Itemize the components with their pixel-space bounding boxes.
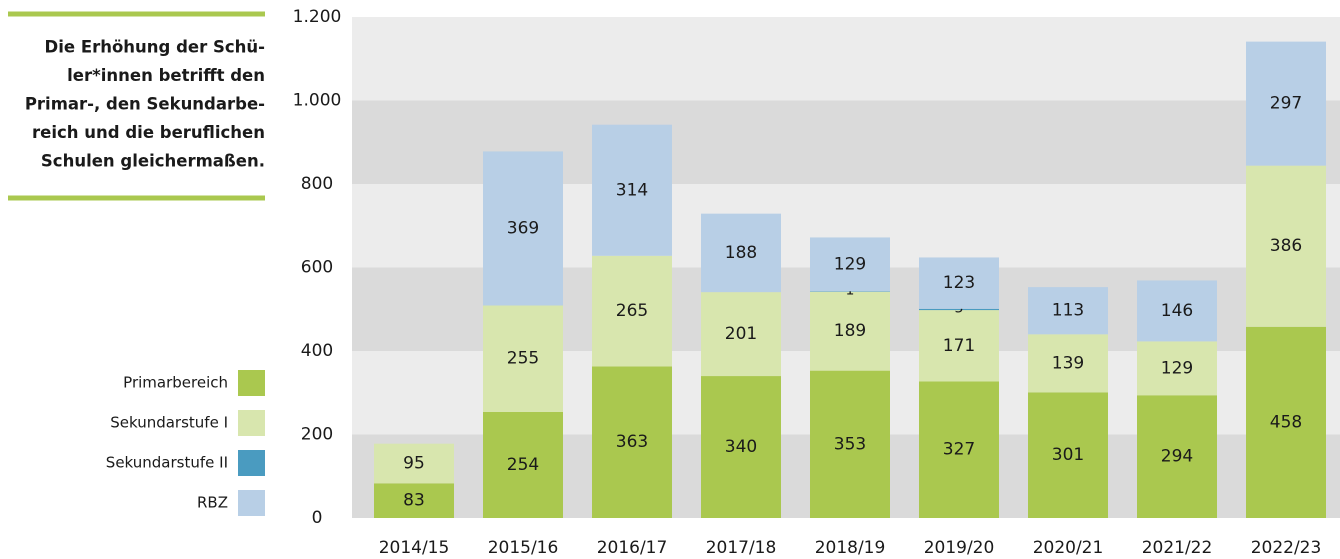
data-label: 297 [1270,94,1302,114]
x-tick-label: 2016/17 [597,538,668,558]
x-tick-label: 2022/23 [1251,538,1322,558]
data-label: 265 [616,301,648,321]
x-tick-label: 2018/19 [815,538,886,558]
bar-segment [1246,41,1326,166]
legend-swatch [238,490,265,516]
x-tick-label: 2014/15 [379,538,450,558]
annotation: ler*innen betrifft den [67,66,265,85]
data-label: 129 [1161,358,1193,378]
legend-label: Sekundarstufe II [106,454,228,472]
bar-segment [701,213,781,293]
data-label: 113 [1052,301,1084,321]
data-label: 129 [834,254,866,274]
data-label: 301 [1052,445,1084,465]
bar-segment [1028,287,1108,335]
bar-segment [919,310,999,382]
bar-segment [919,381,999,518]
data-label: 327 [943,440,975,460]
data-label: 188 [725,243,757,263]
bar-segment [1028,392,1108,518]
bar-segment [592,366,672,518]
data-label: 189 [834,321,866,341]
bar-segment [483,151,563,306]
legend-label: Sekundarstufe I [110,414,228,432]
bar-segment [919,308,999,311]
data-label: 171 [943,336,975,356]
bar-segment [810,370,890,518]
data-label: 353 [834,434,866,454]
data-label: 139 [1052,353,1084,373]
annotation: Schulen gleichermaßen. [41,152,265,171]
annotation: Die Erhöhung der Schü- [45,38,265,57]
bar-segment [701,376,781,518]
bar-segment [1137,395,1217,518]
y-tick-label: 400 [301,341,333,361]
bar-segment [1246,326,1326,518]
bar-segment [1137,341,1217,396]
legend-swatch [238,450,265,476]
data-label: 254 [507,455,539,475]
data-label: 369 [507,218,539,238]
bar-segment [701,292,781,377]
bar-segment [374,443,454,484]
legend-swatch [238,410,265,436]
annotation: reich und die beruflichen [32,123,265,142]
x-tick-label: 2017/18 [706,538,777,558]
data-label: 458 [1270,412,1302,432]
x-tick-label: 2021/22 [1142,538,1213,558]
annotation: Primar-, den Sekundarbe- [25,95,265,114]
data-label: 146 [1161,301,1193,321]
data-label: 83 [403,491,425,511]
data-label: 123 [943,273,975,293]
y-tick-label: 600 [301,258,333,278]
grid-band [352,17,1340,101]
bar-segment [810,237,890,292]
bar-segment [374,483,454,518]
y-tick-label: 1.000 [293,91,342,111]
legend-swatch [238,370,265,396]
bar-segment [810,291,890,292]
bar-segment [1246,165,1326,327]
bar-segment [483,305,563,412]
data-label: 294 [1161,447,1193,467]
data-label: 363 [616,432,648,452]
bar-segment [1028,334,1108,393]
data-label: 201 [725,324,757,344]
legend-label: RBZ [197,494,228,512]
x-tick-label: 2019/20 [924,538,995,558]
bar-segment [483,411,563,518]
y-tick-label: 800 [301,174,333,194]
bar-segment [1137,280,1217,342]
bar-segment [810,291,890,371]
y-tick-label: 200 [301,425,333,445]
bar-segment [592,124,672,256]
data-label: 95 [403,454,425,474]
x-tick-label: 2015/16 [488,538,559,558]
y-tick-label: 0 [312,508,323,528]
data-label: 314 [616,180,648,200]
data-label: 386 [1270,236,1302,256]
y-tick-label: 1.200 [293,7,342,27]
bar-segment [919,257,999,309]
data-label: 340 [725,437,757,457]
x-tick-label: 2020/21 [1033,538,1104,558]
data-label: 255 [507,349,539,369]
bar-segment [592,255,672,367]
legend-label: Primarbereich [123,374,228,392]
